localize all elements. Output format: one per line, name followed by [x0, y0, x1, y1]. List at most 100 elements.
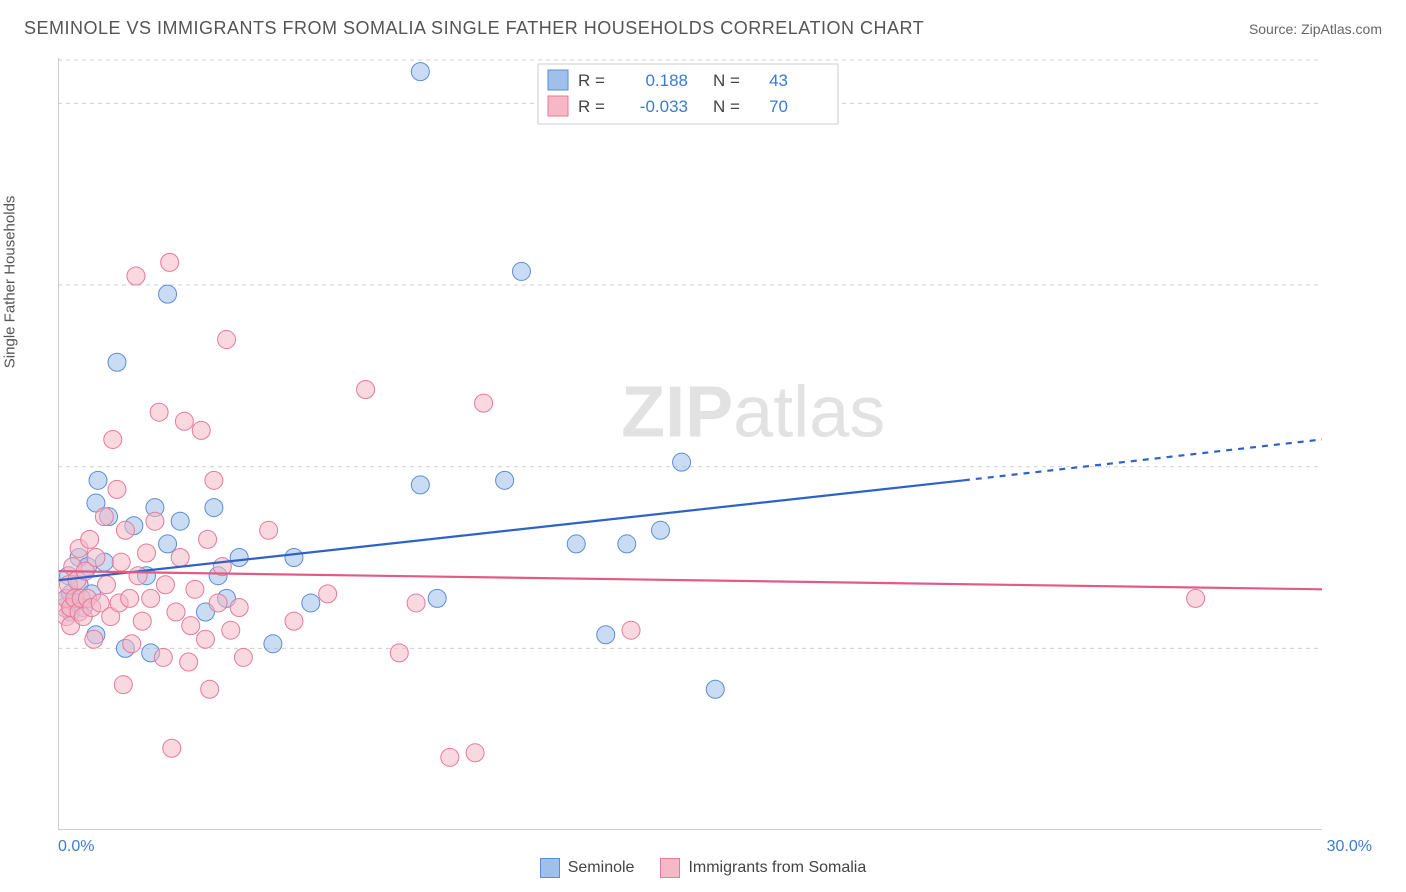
legend-n-value: 43: [769, 71, 788, 90]
data-point: [411, 63, 429, 81]
scatter-plot: 2.0%4.0%6.0%8.0% ZIPatlas R =0.188N =43R…: [58, 58, 1322, 830]
legend-r-label: R =: [578, 97, 605, 116]
data-point: [142, 589, 160, 607]
x-axis-max-label: 30.0%: [1327, 838, 1372, 856]
legend-n-value: 70: [769, 97, 788, 116]
data-point: [441, 748, 459, 766]
chart-area: 2.0%4.0%6.0%8.0% ZIPatlas R =0.188N =43R…: [58, 58, 1322, 830]
data-point: [218, 331, 236, 349]
data-point: [112, 553, 130, 571]
data-point: [163, 739, 181, 757]
data-point: [475, 394, 493, 412]
data-point: [156, 576, 174, 594]
data-point: [496, 471, 514, 489]
legend-item: Immigrants from Somalia: [660, 858, 866, 878]
data-point: [209, 594, 227, 612]
data-point: [199, 530, 217, 548]
data-point: [319, 585, 337, 603]
data-point: [264, 635, 282, 653]
data-point: [673, 453, 691, 471]
data-point: [116, 521, 134, 539]
data-point: [97, 576, 115, 594]
data-point: [180, 653, 198, 671]
data-point: [428, 589, 446, 607]
legend-label: Immigrants from Somalia: [688, 859, 866, 877]
data-point: [129, 567, 147, 585]
data-point: [108, 353, 126, 371]
data-point: [137, 544, 155, 562]
data-point: [230, 598, 248, 616]
data-point: [260, 521, 278, 539]
data-point: [201, 680, 219, 698]
data-point: [567, 535, 585, 553]
legend-swatch: [540, 858, 560, 878]
data-point: [121, 589, 139, 607]
data-point: [512, 262, 530, 280]
legend-r-label: R =: [578, 71, 605, 90]
data-point: [171, 549, 189, 567]
legend-swatch: [548, 96, 568, 116]
data-point: [285, 612, 303, 630]
data-point: [150, 403, 168, 421]
data-point: [706, 680, 724, 698]
data-point: [466, 744, 484, 762]
watermark: ZIPatlas: [621, 372, 885, 452]
data-point: [411, 476, 429, 494]
data-point: [597, 626, 615, 644]
data-point: [390, 644, 408, 662]
data-point: [146, 512, 164, 530]
data-point: [167, 603, 185, 621]
data-point: [81, 530, 99, 548]
data-point: [171, 512, 189, 530]
data-point: [95, 508, 113, 526]
data-point: [159, 535, 177, 553]
data-point: [114, 676, 132, 694]
data-point: [357, 381, 375, 399]
data-point: [154, 648, 172, 666]
legend-swatch: [548, 70, 568, 90]
data-point: [234, 648, 252, 666]
data-point: [159, 285, 177, 303]
data-point: [1187, 589, 1205, 607]
data-point: [222, 621, 240, 639]
data-point: [108, 480, 126, 498]
data-point: [85, 630, 103, 648]
data-point: [302, 594, 320, 612]
data-point: [622, 621, 640, 639]
x-axis-min-label: 0.0%: [58, 838, 94, 856]
legend-n-label: N =: [713, 97, 740, 116]
data-point: [196, 630, 214, 648]
source-label: Source: ZipAtlas.com: [1249, 21, 1382, 37]
chart-title: SEMINOLE VS IMMIGRANTS FROM SOMALIA SING…: [24, 18, 924, 39]
data-point: [186, 580, 204, 598]
data-point: [652, 521, 670, 539]
data-point: [87, 549, 105, 567]
data-point: [133, 612, 151, 630]
legend-n-label: N =: [713, 71, 740, 90]
trend-line: [58, 480, 964, 580]
data-point: [161, 253, 179, 271]
data-point: [230, 549, 248, 567]
data-point: [175, 412, 193, 430]
data-point: [127, 267, 145, 285]
data-point: [407, 594, 425, 612]
data-point: [89, 471, 107, 489]
data-point: [192, 421, 210, 439]
trend-line: [58, 571, 1322, 589]
legend-label: Seminole: [568, 859, 635, 877]
data-point: [123, 635, 141, 653]
data-point: [182, 617, 200, 635]
legend-swatch: [660, 858, 680, 878]
trend-line-extension: [964, 439, 1322, 480]
bottom-legend: Seminole Immigrants from Somalia: [0, 858, 1406, 878]
data-point: [618, 535, 636, 553]
data-point: [285, 549, 303, 567]
data-point: [104, 430, 122, 448]
legend-item: Seminole: [540, 858, 635, 878]
data-point: [205, 499, 223, 517]
y-axis-label: Single Father Households: [2, 196, 19, 369]
chart-header: SEMINOLE VS IMMIGRANTS FROM SOMALIA SING…: [0, 0, 1406, 39]
legend-r-value: 0.188: [645, 71, 688, 90]
data-point: [205, 471, 223, 489]
legend-r-value: -0.033: [640, 97, 688, 116]
